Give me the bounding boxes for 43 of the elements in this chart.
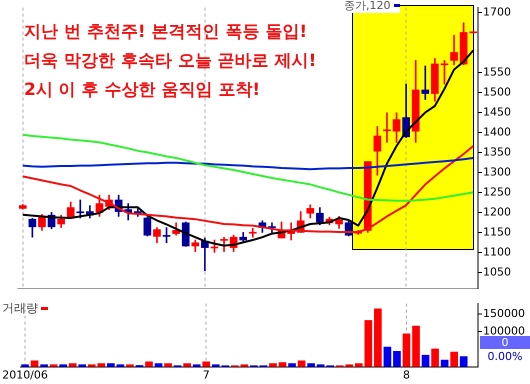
annotation: 2시 이 후 수상한 움직임 포착! xyxy=(24,79,260,101)
bar xyxy=(440,360,448,367)
y-tick-label: 1250 xyxy=(483,185,511,198)
x-tick-label: 8 xyxy=(402,368,410,382)
bar xyxy=(30,360,38,367)
x-tick-label: 2010/06 xyxy=(2,368,48,382)
legend-label: 거래량 xyxy=(2,300,38,317)
annotation: 더욱 막강한 후속타 오늘 곧바로 제시! xyxy=(24,50,316,72)
y-tick-label: 1350 xyxy=(483,145,511,158)
text: 0.00% xyxy=(486,350,524,363)
y-tick-label: 1450 xyxy=(483,105,511,118)
x-tick-label: 7 xyxy=(202,368,210,382)
bar xyxy=(288,363,296,367)
bar xyxy=(393,351,401,367)
bar xyxy=(364,320,372,367)
annotation: 종가,120 xyxy=(344,0,390,13)
y-tick-label: 100000 xyxy=(483,324,525,338)
bar xyxy=(298,360,306,367)
y-tick-label: 1550 xyxy=(483,65,511,78)
annotation: 지난 번 추천주! 본격적인 폭등 돌입! xyxy=(24,21,308,43)
bar xyxy=(460,356,468,367)
bar xyxy=(450,352,458,367)
bar xyxy=(374,308,382,367)
y-tick-label: 1700 xyxy=(483,5,511,18)
bar xyxy=(422,354,430,367)
y-tick-label: 1100 xyxy=(483,245,511,258)
y-tick-label: 150000 xyxy=(483,306,525,320)
bar xyxy=(145,362,153,367)
y-tick-label: 1050 xyxy=(483,265,511,278)
y-tick-label: 1200 xyxy=(483,205,511,218)
bar xyxy=(154,363,162,367)
bar xyxy=(431,348,439,367)
bar xyxy=(384,346,392,367)
candlestick xyxy=(440,60,448,84)
y-tick-label: 1500 xyxy=(483,85,511,98)
y-tick-label: 1150 xyxy=(483,225,511,238)
candlestick xyxy=(162,227,170,244)
bar xyxy=(164,363,172,367)
text: 0 xyxy=(480,336,530,349)
y-tick-label: 1400 xyxy=(483,125,511,138)
y-tick-label: 1300 xyxy=(483,165,511,178)
candlestick xyxy=(220,236,228,252)
bar xyxy=(202,362,210,367)
